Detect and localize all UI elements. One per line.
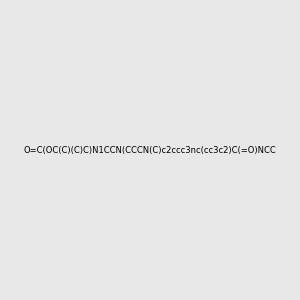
Text: O=C(OC(C)(C)C)N1CCN(CCCN(C)c2ccc3nc(cc3c2)C(=O)NCC: O=C(OC(C)(C)C)N1CCN(CCCN(C)c2ccc3nc(cc3c… (24, 146, 276, 154)
